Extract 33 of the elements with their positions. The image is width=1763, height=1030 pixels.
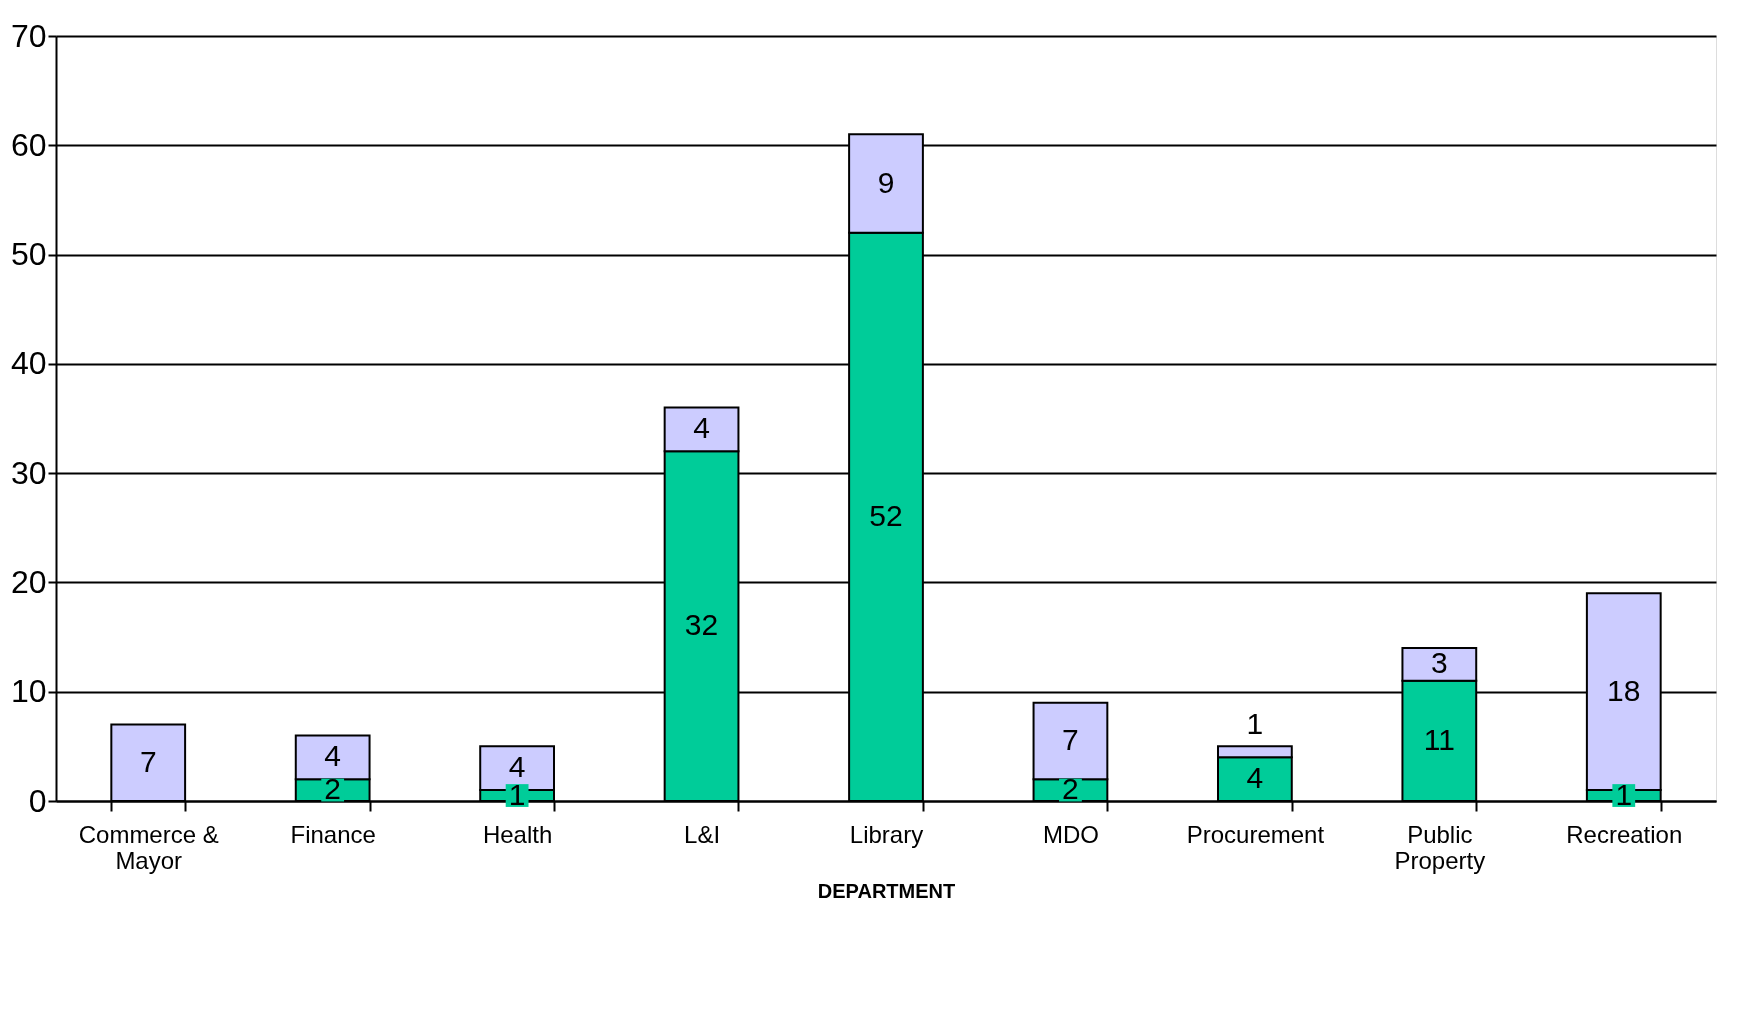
y-tick-label: 60	[10, 126, 47, 163]
data-label: 4	[324, 739, 342, 773]
y-tick-label: 50	[10, 236, 47, 273]
x-tick-label: Procurement	[1186, 820, 1325, 848]
data-label: 2	[324, 772, 342, 806]
data-label: 32	[684, 608, 719, 642]
data-label: 11	[1423, 722, 1455, 756]
data-label: 52	[869, 498, 903, 532]
data-label: 2	[1062, 772, 1079, 806]
x-tick-label: L&I	[684, 820, 721, 848]
data-label: 18	[1607, 673, 1641, 707]
data-label: 1	[1615, 777, 1633, 811]
y-tick-label: 40	[10, 345, 47, 382]
data-label: 7	[139, 744, 157, 778]
data-label: 4	[1246, 761, 1264, 795]
y-tick-label: 20	[10, 563, 47, 600]
x-tick-label: Recreation	[1566, 820, 1683, 848]
y-tick-label: 70	[10, 17, 47, 54]
x-tick-label: Public Property	[1394, 820, 1486, 874]
data-label: 9	[877, 165, 895, 199]
data-label: 3	[1430, 646, 1448, 680]
x-tick-label: Commerce & Mayor	[78, 820, 219, 874]
x-axis-title: DEPARTMENT	[817, 879, 956, 902]
x-tick-label: Health	[482, 820, 553, 848]
y-tick-label: 30	[10, 454, 47, 491]
data-label: 1	[1246, 706, 1264, 740]
x-tick-label: MDO	[1042, 820, 1099, 848]
x-tick-label: Library	[849, 820, 924, 848]
data-label: 4	[693, 411, 710, 445]
y-tick-label: 10	[10, 673, 47, 710]
data-label: 7	[1062, 722, 1079, 756]
x-tick-label: Finance	[290, 820, 376, 848]
y-tick-label: 0	[28, 782, 47, 819]
